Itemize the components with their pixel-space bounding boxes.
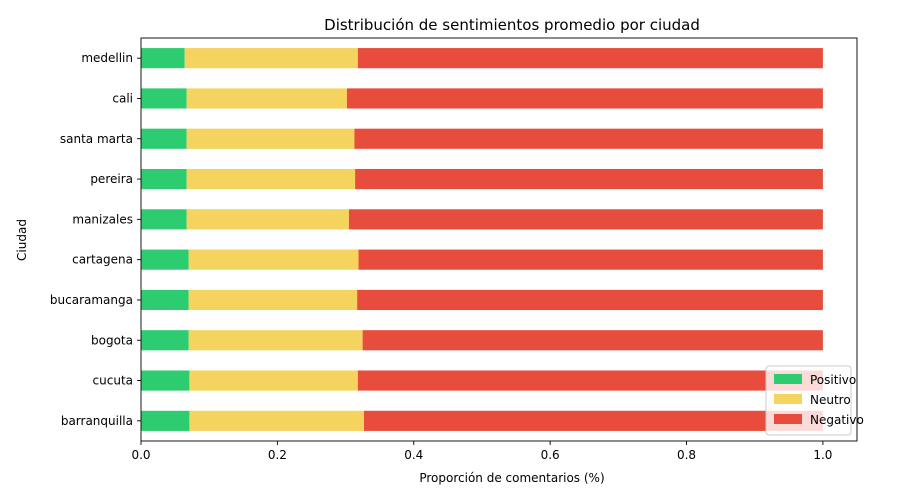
y-tick-label: cartagena	[72, 253, 133, 267]
bar-positivo-bucaramanga	[141, 289, 189, 311]
bar-neutro-manizales	[186, 209, 349, 230]
bar-negativo-bucaramanga	[357, 289, 823, 311]
x-tick-label: 0.0	[131, 448, 150, 462]
bar-positivo-cali	[141, 88, 187, 109]
legend-label-neutro: Neutro	[810, 393, 851, 407]
bar-neutro-santa-marta	[186, 128, 355, 149]
y-tick-label: cucuta	[93, 374, 133, 388]
bar-neutro-bucaramanga	[188, 289, 358, 311]
legend-swatch-neutro	[774, 394, 802, 404]
bar-negativo-medellin	[357, 48, 823, 69]
bar-neutro-cucuta	[189, 370, 358, 391]
bars-group	[141, 48, 823, 431]
bar-neutro-barranquilla	[189, 410, 364, 431]
axes-group: 0.0 0.2 0.4 0.6 0.8 1.0 barranquilla cucuta bogo…	[50, 37, 858, 462]
bar-positivo-cucuta	[141, 370, 190, 391]
bar-positivo-cartagena	[141, 249, 189, 270]
bar-neutro-cali	[186, 88, 347, 109]
legend-label-negativo: Negativo	[810, 413, 864, 427]
x-tick-label: 0.8	[677, 448, 696, 462]
y-tick-label: barranquilla	[61, 414, 133, 428]
bar-neutro-pereira	[186, 168, 356, 190]
bar-positivo-santa-marta	[141, 128, 187, 149]
y-tick-label: medellin	[81, 51, 133, 65]
chart-title: Distribución de sentimientos promedio po…	[324, 16, 700, 34]
bar-negativo-manizales	[348, 209, 823, 230]
y-tick-label: bogota	[91, 333, 133, 347]
bar-neutro-medellin	[184, 48, 358, 69]
bar-negativo-santa-marta	[354, 128, 823, 149]
x-tick-label: 0.2	[268, 448, 287, 462]
bar-positivo-barranquilla	[141, 410, 190, 431]
bar-negativo-cartagena	[358, 249, 823, 270]
y-axis-label: Ciudad	[15, 219, 29, 261]
bar-positivo-pereira	[141, 168, 187, 190]
bar-negativo-cali	[346, 88, 823, 109]
bar-negativo-bogota	[362, 330, 823, 351]
legend-label-positivo: Positivo	[810, 373, 856, 387]
y-tick-label: bucaramanga	[50, 293, 133, 307]
legend-swatch-negativo	[774, 414, 802, 424]
bar-negativo-cucuta	[357, 370, 823, 391]
bar-negativo-pereira	[355, 168, 823, 190]
bar-positivo-medellin	[141, 48, 185, 69]
x-axis-label: Proporción de comentarios (%)	[419, 471, 604, 485]
bar-neutro-cartagena	[188, 249, 359, 270]
y-tick-label: manizales	[72, 212, 133, 226]
legend-swatch-positivo	[774, 374, 802, 384]
bar-positivo-manizales	[141, 209, 187, 230]
bar-neutro-bogota	[188, 330, 363, 351]
plot-frame	[140, 37, 858, 442]
bar-positivo-bogota	[141, 330, 189, 351]
legend: Positivo Neutro Negativo	[765, 365, 864, 436]
x-tick-label: 0.6	[541, 448, 560, 462]
x-tick-label: 1.0	[813, 448, 832, 462]
y-tick-label: cali	[112, 91, 133, 105]
bar-negativo-barranquilla	[363, 410, 823, 431]
y-tick-label: pereira	[90, 172, 133, 186]
y-tick-label: santa marta	[60, 132, 133, 146]
x-tick-label: 0.4	[404, 448, 423, 462]
